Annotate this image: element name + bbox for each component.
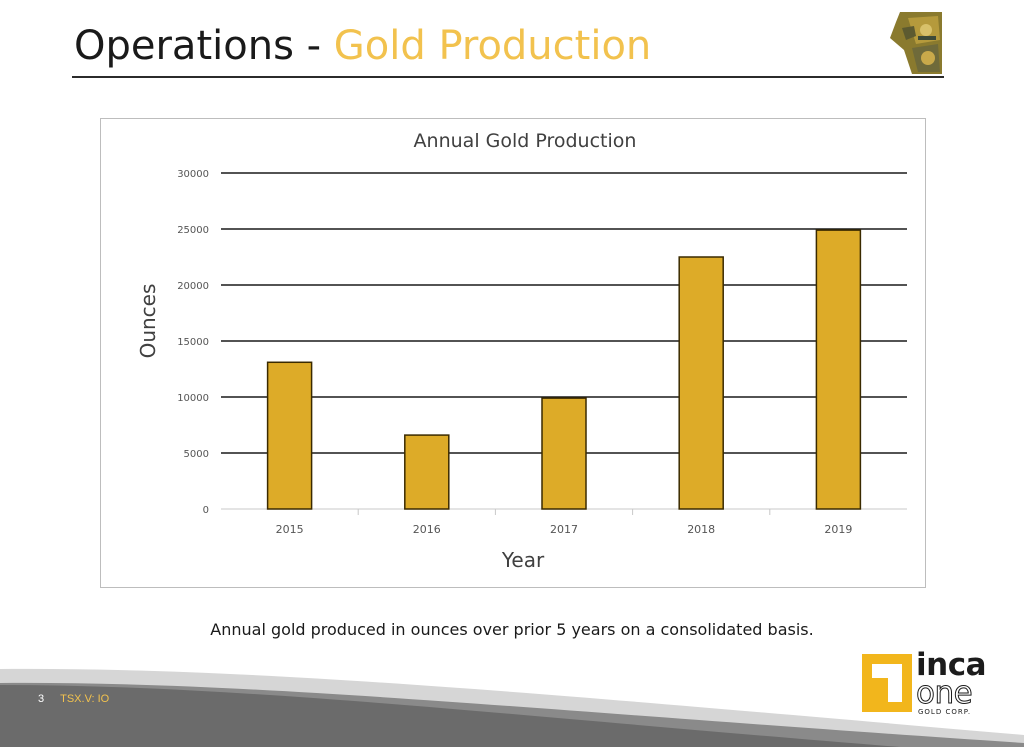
x-tick-label: 2016: [413, 523, 441, 536]
page-number: 3: [38, 693, 45, 705]
y-tick-labels: 0 5000 10000 15000 20000 25000 30000: [177, 169, 209, 516]
y-tick-label: 15000: [177, 337, 209, 348]
x-axis-label: Year: [501, 548, 545, 572]
title-divider: [72, 76, 944, 78]
logo-word-one: one: [915, 675, 973, 711]
chart-panel: Annual Gold Production 0 5000 10000 15000 20…: [100, 118, 926, 588]
slide-caption: Annual gold produced in ounces over prio…: [210, 620, 814, 639]
y-tick-label: 20000: [177, 281, 209, 292]
y-tick-label: 30000: [177, 169, 209, 180]
logo-word-inca: inca: [916, 647, 987, 683]
y-tick-label: 5000: [184, 449, 209, 460]
bar-2018: [678, 256, 724, 510]
y-axis-label: Ounces: [136, 284, 160, 359]
ticker-symbol: TSX.V: IO: [60, 693, 110, 705]
y-tick-label: 0: [203, 505, 209, 516]
bar-2019: [815, 229, 862, 510]
footer-band: [0, 668, 1024, 747]
x-tick-label: 2017: [550, 523, 578, 536]
logo-subtitle: GOLD CORP.: [918, 708, 972, 716]
bar-2015: [266, 361, 313, 510]
x-tick-label: 2015: [276, 523, 304, 536]
chart-title: Annual Gold Production: [414, 130, 637, 152]
ornament-corner-image: [882, 10, 944, 76]
bars: [266, 229, 862, 510]
y-tick-label: 25000: [177, 225, 209, 236]
logo-mark-icon: [862, 654, 912, 712]
company-logo: inca one GOLD CORP.: [862, 648, 1002, 720]
y-tick-label: 10000: [177, 393, 209, 404]
slide-title-accent: Gold Production: [333, 23, 652, 69]
x-tick-label: 2018: [687, 523, 715, 536]
footer-text: 3 TSX.V: IO: [38, 693, 109, 705]
bar-chart: Annual Gold Production 0 5000 10000 15000 20…: [136, 130, 907, 572]
bar-2017: [541, 397, 587, 510]
slide-title: Operations - Gold Production: [74, 18, 651, 74]
bar-2016: [404, 434, 450, 510]
x-tick-labels: 2015 2016 2017 2018 2019: [276, 523, 853, 536]
slide-title-prefix: Operations -: [74, 23, 334, 69]
x-tick-label: 2019: [824, 523, 852, 536]
